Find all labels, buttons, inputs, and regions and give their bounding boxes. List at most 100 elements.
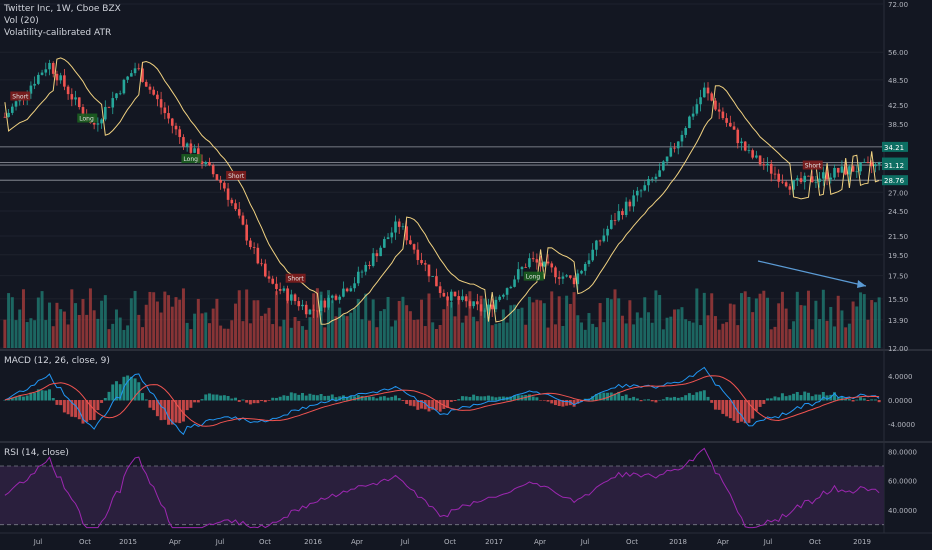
candle-body <box>167 113 170 119</box>
candle-body <box>516 269 520 280</box>
volume-bar <box>632 324 636 348</box>
candle-body <box>423 263 427 265</box>
volume-bar <box>877 297 881 348</box>
volume-bar <box>442 309 446 348</box>
candle-body <box>364 264 368 272</box>
volume-bar <box>788 329 792 348</box>
macd-hist-bar <box>773 396 777 401</box>
candle-body <box>524 267 528 268</box>
candle-body <box>208 162 211 166</box>
volume-bar <box>669 316 673 348</box>
macd-hist-bar <box>252 400 256 404</box>
volume-bar <box>427 293 431 348</box>
macd-hist-bar <box>847 399 851 401</box>
candle-body <box>498 296 501 300</box>
candle-body <box>211 165 215 175</box>
candle-body <box>591 249 594 261</box>
macd-hist-bar <box>438 400 442 412</box>
volume-bar <box>684 319 688 348</box>
volume-bar <box>576 315 580 348</box>
candle-body <box>810 176 814 183</box>
volume-bar <box>725 322 729 348</box>
candle-body <box>316 310 319 312</box>
macd-hist-bar <box>230 398 234 401</box>
candle-body <box>680 134 684 142</box>
volume-bar <box>713 316 717 348</box>
candle-body <box>729 122 732 127</box>
volume-bar <box>155 301 159 348</box>
candle-body <box>717 109 721 112</box>
volume-bar <box>330 300 334 348</box>
candle-body <box>397 221 401 227</box>
volume-bar <box>650 322 654 348</box>
candle-body <box>293 294 297 302</box>
volume-bar <box>516 308 520 348</box>
macd-hist-bar <box>501 396 505 401</box>
macd-hist-bar <box>739 400 743 422</box>
macd-hist-bar <box>617 391 621 401</box>
candle-body <box>673 147 676 149</box>
macd-hist-bar <box>207 393 211 401</box>
macd-hist-bar <box>527 394 531 401</box>
volume-bar <box>524 324 528 348</box>
macd-hist-bar <box>434 400 438 411</box>
volume-bar <box>92 310 96 348</box>
macd-hist-bar <box>96 400 100 411</box>
volume-bar <box>468 291 472 348</box>
signal-label: Short <box>12 93 29 100</box>
volume-bar <box>766 297 770 348</box>
macd-hist-bar <box>312 394 316 401</box>
volume-bar <box>710 293 714 348</box>
candle-body <box>825 172 829 180</box>
volume-bar <box>40 291 44 348</box>
candle-body <box>766 163 769 166</box>
volume-bar <box>743 291 747 348</box>
candle-body <box>323 300 327 308</box>
macd-hist-bar <box>442 400 446 409</box>
candle-body <box>152 89 155 95</box>
macd-hist-bar <box>364 397 368 401</box>
volume-bar <box>196 298 200 348</box>
volume-bar <box>230 320 234 348</box>
macd-hist-bar <box>516 395 520 401</box>
candle-body <box>769 163 773 174</box>
macd-hist-bar <box>85 400 89 422</box>
candle-body <box>859 162 862 172</box>
signal-tag-short <box>10 91 31 101</box>
candle-body <box>550 263 554 268</box>
volume-bar <box>88 288 92 348</box>
candle-body <box>241 215 245 225</box>
macd-hist-bar <box>74 400 78 418</box>
candle-body <box>654 176 658 179</box>
candle-body <box>405 226 408 241</box>
candle-body <box>535 259 539 263</box>
macd-hist-bar <box>133 378 137 401</box>
macd-hist-bar <box>81 400 85 424</box>
candle-body <box>650 178 654 180</box>
volume-bar <box>286 288 290 348</box>
macd-hist-bar <box>513 395 517 401</box>
candle-body <box>691 113 695 117</box>
volume-bar <box>646 312 650 348</box>
volume-bar <box>695 288 699 348</box>
macd-hist-bar <box>862 398 866 401</box>
macd-hist-bar <box>14 396 18 401</box>
macd-hist-bar <box>766 398 770 401</box>
candle-body <box>490 304 494 310</box>
volume-bar <box>133 290 137 348</box>
volume-bar <box>33 320 37 348</box>
candle-body <box>230 199 234 204</box>
volume-bar <box>371 299 375 348</box>
volume-bar <box>167 295 171 348</box>
macd-hist-bar <box>234 397 238 401</box>
candle-body <box>561 276 565 279</box>
candle-body <box>10 106 14 113</box>
macd-hist-bar <box>475 396 479 401</box>
volume-bar <box>256 300 260 348</box>
macd-hist-bar <box>833 392 836 401</box>
candle-body <box>494 299 498 310</box>
volume-bar <box>282 319 286 348</box>
volume-bar <box>739 293 743 348</box>
price-tick-label: 38.50 <box>888 121 908 129</box>
